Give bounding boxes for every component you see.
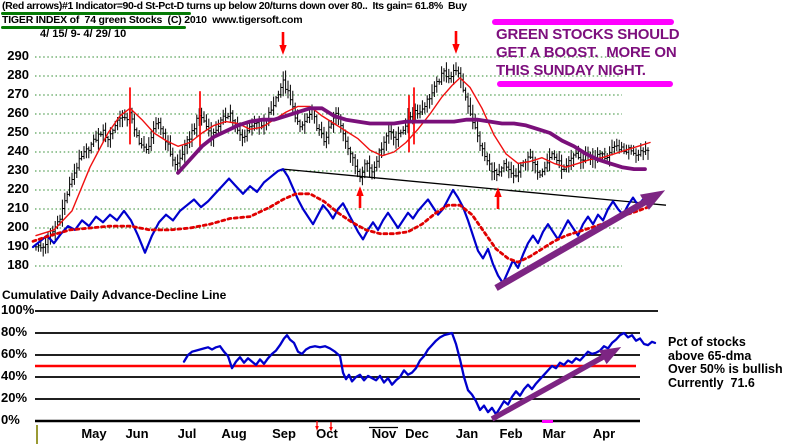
annotation-bottom-bar xyxy=(497,81,673,87)
month-label: Apr xyxy=(592,426,616,441)
annotation-text-line: GREEN STOCKS SHOULD xyxy=(496,26,680,43)
big-purple-arrow-lower xyxy=(490,347,622,422)
indicator-description-line: (Red arrows)#1 Indicator=90-d St-Pct-D t… xyxy=(2,0,467,12)
green-underline-2 xyxy=(1,26,186,29)
month-label: Jun xyxy=(125,426,149,441)
month-label: Oct xyxy=(316,426,338,441)
declining-trendline xyxy=(282,168,667,206)
month-label: Jan xyxy=(455,426,479,441)
indicator-blue-line xyxy=(31,168,650,285)
month-label: Mar xyxy=(542,426,566,441)
pct-y-label: 40% xyxy=(1,368,28,383)
month-label: Feb xyxy=(499,426,523,441)
chart-title-line: TIGER INDEX of 74 green Stocks (C) 2010 … xyxy=(2,14,303,26)
month-label: Nov xyxy=(371,426,397,441)
ma-21-red-line xyxy=(35,77,651,237)
pct-y-label: 60% xyxy=(1,346,28,361)
red-signal-arrows xyxy=(279,31,502,209)
annotation-text-line: GET A BOOST. MORE ON xyxy=(496,44,677,61)
pct-y-label: 100% xyxy=(1,302,35,317)
lower-panel-title: Cumulative Daily Advance-Decline Line xyxy=(2,288,227,302)
price-y-label: 210 xyxy=(7,200,29,215)
price-y-label: 250 xyxy=(7,124,29,139)
price-y-label: 280 xyxy=(7,67,29,82)
annotation-text-line: THIS SUNDAY NIGHT. xyxy=(496,62,646,79)
lower-panel-lines xyxy=(35,310,658,423)
month-label: Dec xyxy=(405,426,429,441)
green-underline-1 xyxy=(1,12,191,15)
price-y-label: 200 xyxy=(7,219,29,234)
lower-legend-line: Over 50% is bullish xyxy=(668,362,783,376)
month-label: Sep xyxy=(272,426,296,441)
price-y-label: 290 xyxy=(7,48,29,63)
big-purple-arrow-main xyxy=(494,190,666,291)
price-y-label: 240 xyxy=(7,143,29,158)
date-range-label: 4/ 15/ 9- 4/ 29/ 10 xyxy=(40,28,127,40)
axis-decor-marks xyxy=(36,420,553,444)
month-label: May xyxy=(81,426,107,441)
price-gridlines xyxy=(35,56,622,267)
pct-above-65dma-line xyxy=(182,331,657,416)
price-y-label: 220 xyxy=(7,181,29,196)
price-y-label: 180 xyxy=(7,257,29,272)
candlestick-bars xyxy=(34,62,650,257)
price-y-label: 260 xyxy=(7,105,29,120)
lower-legend-line: Pct of stocks xyxy=(668,335,746,349)
price-y-label: 270 xyxy=(7,86,29,101)
red-event-bars xyxy=(129,87,415,153)
price-y-label: 190 xyxy=(7,238,29,253)
month-label: Aug xyxy=(221,426,247,441)
lower-legend-line: above 65-dma xyxy=(668,349,752,363)
indicator-smooth-red-dotted xyxy=(31,192,650,264)
annotation-top-bar xyxy=(492,19,674,25)
ma-65-purple-line xyxy=(176,106,647,175)
pct-y-label: 20% xyxy=(1,390,28,405)
pct-y-label: 0% xyxy=(1,412,20,427)
month-label: Jul xyxy=(177,426,197,441)
price-y-label: 230 xyxy=(7,162,29,177)
lower-legend-line: Currently 71.6 xyxy=(668,376,755,390)
pct-y-label: 80% xyxy=(1,324,28,339)
